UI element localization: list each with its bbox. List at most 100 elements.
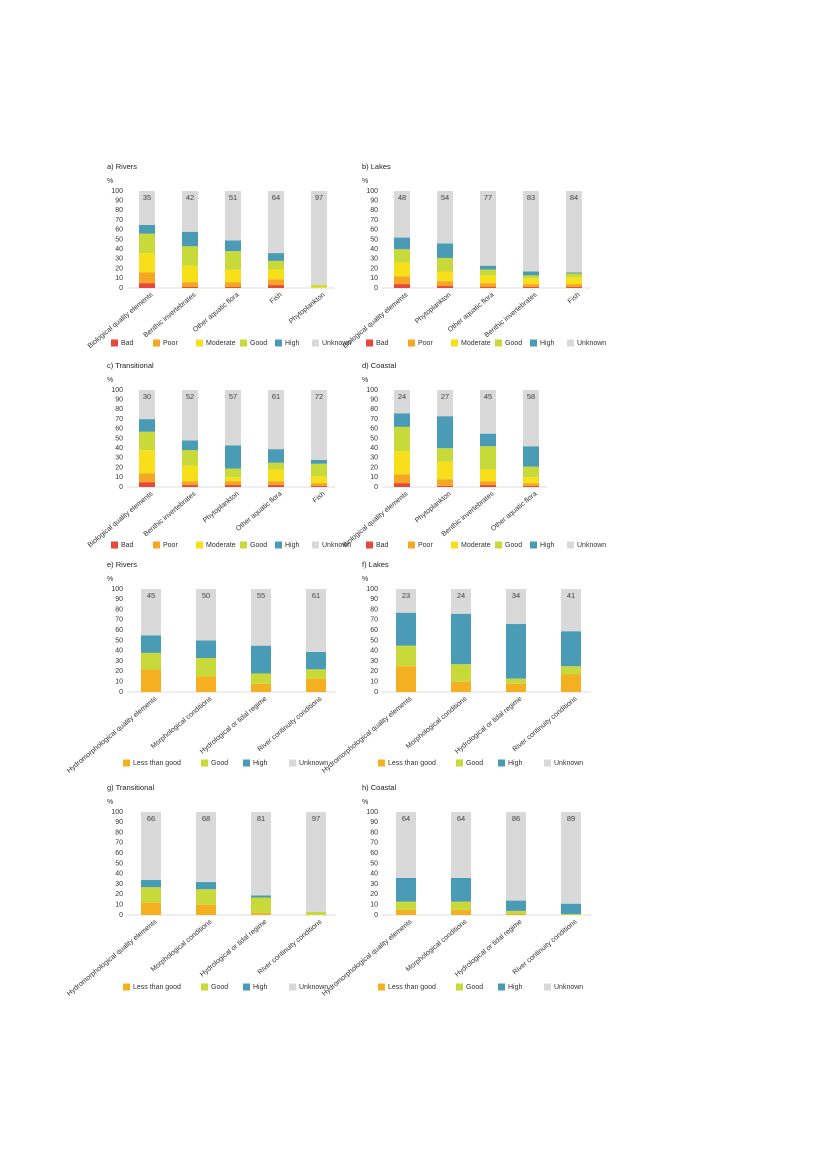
y-tick-label: 0	[374, 484, 378, 491]
legend-label: Bad	[376, 542, 389, 549]
bar-segment	[139, 431, 155, 451]
chart-title: d) Coastal	[362, 361, 397, 370]
y-tick-label: 40	[115, 445, 123, 452]
bar-segment	[182, 246, 198, 266]
bar-segment	[139, 482, 155, 487]
y-tick-label: 90	[370, 397, 378, 404]
y-tick-label: 60	[115, 627, 123, 634]
bar-segment	[139, 450, 155, 474]
legend-swatch	[275, 541, 282, 549]
y-tick-label: 10	[115, 275, 123, 282]
y-tick-label: 0	[374, 912, 378, 919]
y-tick-label: 70	[115, 617, 123, 624]
x-tick-label: Fish	[269, 292, 284, 306]
y-tick-label: 20	[370, 265, 378, 272]
bar-segment	[396, 666, 416, 692]
y-tick-label: 10	[115, 679, 123, 686]
bar-segment	[437, 461, 453, 480]
legend-label: High	[508, 760, 523, 767]
value-label: 68	[202, 814, 210, 823]
legend-label: Poor	[163, 542, 178, 549]
legend-label: Bad	[376, 340, 389, 347]
bar-segment	[139, 224, 155, 234]
value-label: 45	[147, 591, 155, 600]
legend-swatch	[123, 759, 130, 767]
y-tick-label: 30	[370, 658, 378, 665]
y-tick-label: 40	[370, 648, 378, 655]
y-tick-label: 100	[111, 387, 123, 394]
bar-segment	[523, 466, 539, 478]
y-tick-label: 40	[370, 246, 378, 253]
legend-swatch	[111, 541, 118, 549]
y-tick-label: 10	[115, 902, 123, 909]
bar-segment	[225, 251, 241, 270]
legend-swatch	[243, 759, 250, 767]
bar-segment	[394, 426, 410, 452]
value-label: 64	[272, 193, 280, 202]
y-tick-label: 10	[115, 474, 123, 481]
bar-segment	[506, 910, 526, 914]
bar-segment	[306, 911, 326, 915]
bar-segment	[139, 233, 155, 254]
bar-segment	[306, 678, 326, 692]
y-tick-label: 40	[115, 648, 123, 655]
bar-segment	[523, 287, 539, 288]
bar-segment	[523, 284, 539, 288]
bar-segment	[251, 912, 271, 915]
legend-swatch	[289, 759, 296, 767]
legend-label: High	[285, 340, 300, 347]
bar-segment	[523, 390, 539, 447]
legend-swatch	[243, 983, 250, 991]
legend-label: High	[253, 984, 268, 991]
bar-segment	[394, 474, 410, 484]
bar-segment	[311, 483, 327, 487]
value-label: 81	[257, 814, 265, 823]
y-tick-label: 80	[115, 406, 123, 413]
bar-segment	[561, 812, 581, 904]
y-tick-label: 50	[370, 435, 378, 442]
y-tick-label: 0	[374, 689, 378, 696]
x-tick-label: Other aquatic flora	[447, 292, 496, 334]
legend-label: High	[253, 760, 268, 767]
legend-label: High	[540, 340, 555, 347]
bar-segment	[268, 481, 284, 486]
legend-swatch	[456, 983, 463, 991]
bar-segment	[311, 285, 327, 288]
bar-segment	[451, 613, 471, 665]
bar-segment	[196, 658, 216, 677]
bar-segment	[251, 895, 271, 898]
bar-segment	[396, 645, 416, 667]
bar-segment	[566, 287, 582, 288]
bar-segment	[251, 673, 271, 684]
y-tick-label: 50	[370, 860, 378, 867]
bar-segment	[437, 271, 453, 282]
y-tick-label: 70	[370, 416, 378, 423]
y-tick-label: 100	[366, 188, 378, 195]
legend-label: Good	[250, 340, 267, 347]
value-label: 57	[229, 392, 237, 401]
x-tick-label: Phytoplankton	[288, 292, 327, 326]
bar-segment	[141, 879, 161, 888]
bar-segment	[480, 433, 496, 447]
legend-label: Less than good	[388, 984, 436, 991]
y-tick-label: 40	[370, 445, 378, 452]
y-tick-label: 30	[115, 881, 123, 888]
y-tick-label: 80	[370, 207, 378, 214]
bar-segment	[523, 483, 539, 487]
legend-swatch	[111, 339, 118, 347]
y-axis-label: %	[107, 799, 113, 806]
bar-segment	[394, 483, 410, 487]
y-tick-label: 90	[115, 819, 123, 826]
y-tick-label: 50	[115, 637, 123, 644]
chart-title: e) Rivers	[107, 560, 137, 569]
legend-label: Moderate	[206, 340, 236, 347]
y-tick-label: 50	[115, 435, 123, 442]
bar-segment	[561, 631, 581, 667]
bar-segment	[523, 446, 539, 467]
legend-label: Unknown	[322, 340, 351, 347]
legend-swatch	[567, 339, 574, 347]
y-tick-label: 60	[115, 227, 123, 234]
bar-segment	[182, 231, 198, 247]
bar-segment	[561, 666, 581, 675]
bar-segment	[311, 463, 327, 477]
